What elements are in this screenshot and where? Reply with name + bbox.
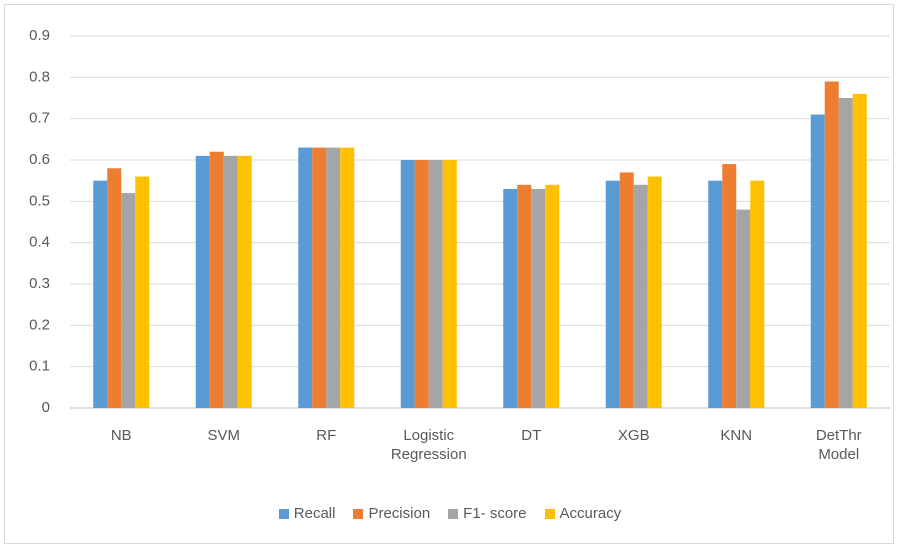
legend-label: Recall: [293, 505, 336, 522]
legend-label: F1- score: [463, 505, 527, 522]
legend-swatch: [544, 508, 555, 519]
legend: Recall Precision F1- score Accuracy: [0, 505, 900, 522]
x-tick-label: SVM: [207, 427, 240, 444]
bar: [298, 147, 313, 408]
y-tick-label: 0.9: [29, 27, 50, 44]
bar: [722, 164, 737, 408]
bar: [135, 176, 150, 408]
legend-item: Precision: [353, 505, 430, 522]
y-tick-label: 0.4: [29, 234, 50, 251]
bar: [824, 81, 839, 408]
bar: [633, 184, 648, 408]
bar: [517, 184, 532, 408]
bar: [852, 93, 867, 408]
legend-swatch: [448, 508, 459, 519]
y-tick-label: 0.7: [29, 110, 50, 127]
bar: [736, 209, 751, 408]
bar: [442, 160, 457, 408]
bar: [326, 147, 341, 408]
x-tick-label: Logistic Regression: [390, 427, 467, 463]
legend-label: Accuracy: [559, 505, 622, 522]
x-tick-label: DT: [521, 427, 542, 444]
bar: [810, 114, 825, 409]
bar: [619, 172, 634, 408]
y-tick-label: 0: [42, 399, 50, 416]
bar: [414, 160, 429, 408]
bar: [838, 98, 853, 408]
bar: [531, 188, 546, 408]
bar: [223, 155, 238, 408]
bar: [605, 180, 620, 408]
x-tick-label: XGB: [617, 427, 650, 444]
legend-swatch: [278, 508, 289, 519]
bar: [545, 184, 560, 408]
bar: [237, 155, 252, 408]
bar: [107, 168, 122, 408]
legend-item: Accuracy: [544, 505, 622, 522]
chart-frame: [4, 4, 894, 544]
y-tick-label: 0.3: [29, 275, 50, 292]
bar: [340, 147, 355, 408]
legend-item: F1- score: [448, 505, 527, 522]
bar: [428, 160, 443, 408]
bar: [195, 155, 210, 408]
legend-label: Precision: [368, 505, 431, 522]
bar: [312, 147, 327, 408]
bar: [93, 180, 108, 408]
y-tick-label: 0.8: [29, 68, 50, 85]
bar: [708, 180, 723, 408]
bar: [121, 193, 136, 408]
bar: [750, 180, 765, 408]
legend-item: Recall: [278, 505, 336, 522]
bar: [647, 176, 662, 408]
bar: [400, 160, 415, 408]
x-tick-label: KNN: [720, 427, 753, 444]
bar: [209, 151, 224, 408]
y-tick-label: 0.2: [29, 316, 50, 333]
y-tick-label: 0.5: [29, 192, 50, 209]
x-tick-label: NB: [110, 427, 132, 444]
bar: [503, 188, 518, 408]
x-tick-label: RF: [316, 427, 337, 444]
y-tick-label: 0.6: [29, 151, 50, 168]
x-tick-label: DetThr Model: [815, 427, 862, 463]
legend-swatch: [353, 508, 364, 519]
y-tick-label: 0.1: [29, 358, 50, 375]
